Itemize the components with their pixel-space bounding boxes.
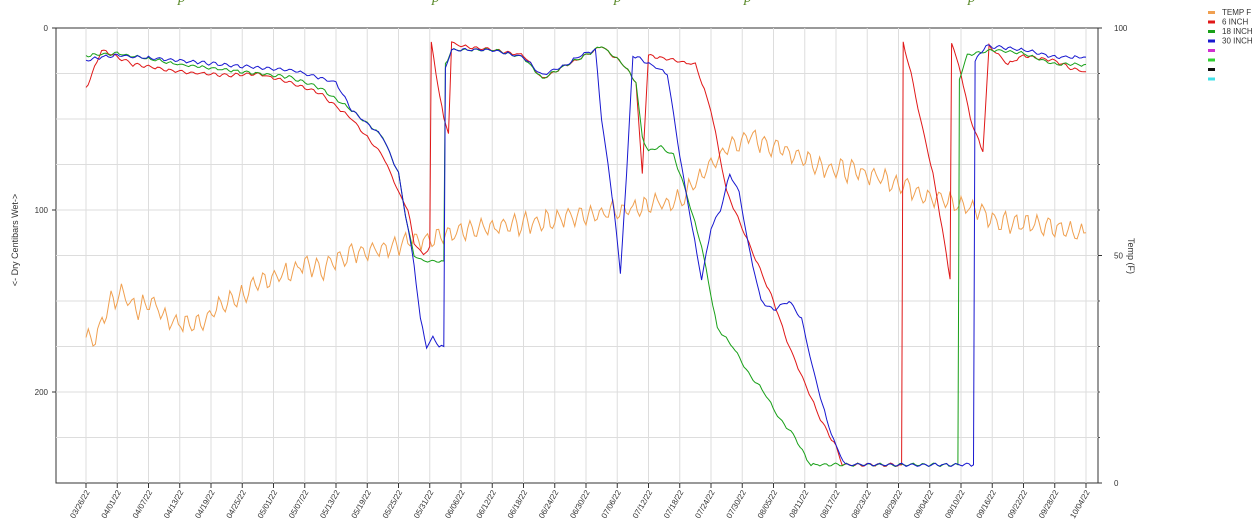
- grid: [56, 28, 1098, 483]
- x-tick-label: 08/17/22: [818, 488, 842, 520]
- x-tick-label: 04/25/22: [225, 488, 249, 520]
- x-tick-label: 04/13/22: [162, 488, 186, 520]
- x-tick-label: 05/25/22: [381, 488, 405, 520]
- x-tick-label: 10/04/22: [1068, 488, 1092, 520]
- svg-text:p: p: [743, 0, 752, 6]
- svg-text:p: p: [613, 0, 622, 6]
- x-tick-label: 09/04/22: [912, 488, 936, 520]
- legend-swatch: [1208, 11, 1215, 14]
- series-line-temp-f: [85, 129, 1087, 347]
- x-tick-label: 08/23/22: [850, 488, 874, 520]
- x-tick-label: 06/24/22: [537, 488, 561, 520]
- y-left-tick-label: 100: [35, 206, 49, 215]
- x-tick-label: 07/12/22: [631, 488, 655, 520]
- y-right-axis-label: Temp (F): [1126, 238, 1136, 274]
- x-tick-label: 07/18/22: [662, 488, 686, 520]
- legend-swatch: [1208, 58, 1215, 62]
- y-right-tick-label: 100: [1114, 24, 1128, 33]
- headline-fragment: p p p p p: [177, 0, 976, 6]
- x-tick-label: 08/29/22: [881, 488, 905, 520]
- x-tick-label: 04/01/22: [100, 488, 124, 520]
- legend-swatch: [1208, 77, 1215, 81]
- y-left-tick-label: 200: [35, 388, 49, 397]
- y-right-tick-label: 50: [1114, 252, 1123, 261]
- y-left-tick-label: 0: [44, 24, 49, 33]
- legend-label: 6 INCH: [1222, 18, 1248, 27]
- y-left-axis-label: <- Dry Centibars Wet->: [10, 194, 20, 286]
- legend-label: TEMP F: [1222, 8, 1251, 17]
- x-tick-label: 05/31/22: [412, 488, 436, 520]
- legend-swatch: [1208, 49, 1215, 52]
- x-tick-label: 06/12/22: [475, 488, 499, 520]
- svg-text:p: p: [967, 0, 976, 6]
- series-line-30-inch: [85, 44, 1087, 467]
- legend-swatch: [1208, 30, 1215, 33]
- x-tick-label: 04/19/22: [193, 488, 217, 520]
- x-tick-label: 09/10/22: [943, 488, 967, 520]
- x-tick-label: 06/18/22: [506, 488, 530, 520]
- x-tick-label: 09/16/22: [975, 488, 999, 520]
- x-tick-label: 08/05/22: [756, 488, 780, 520]
- x-tick-label: 07/06/22: [600, 488, 624, 520]
- x-tick-label: 05/13/22: [318, 488, 342, 520]
- x-tick-label: 07/24/22: [693, 488, 717, 520]
- x-tick-label: 07/30/22: [725, 488, 749, 520]
- x-tick-label: 06/06/22: [443, 488, 467, 520]
- x-tick-label: 03/26/22: [68, 488, 92, 520]
- x-tick-label: 05/01/22: [256, 488, 280, 520]
- x-tick-label: 09/22/22: [1006, 488, 1030, 520]
- svg-text:p: p: [177, 0, 186, 6]
- x-tick-label: 05/19/22: [350, 488, 374, 520]
- legend-swatch: [1208, 39, 1215, 43]
- series-layer: [85, 41, 1087, 468]
- x-tick-label: 09/28/22: [1037, 488, 1061, 520]
- legend-swatch: [1208, 20, 1215, 24]
- x-tick-label: 06/30/22: [568, 488, 592, 520]
- y-right-tick-label: 0: [1114, 479, 1119, 488]
- svg-text:p: p: [431, 0, 440, 6]
- x-tick-label: 05/07/22: [287, 488, 311, 520]
- x-tick-label: 08/11/22: [787, 488, 810, 519]
- legend-swatch: [1208, 68, 1215, 71]
- legend-label: 30 INCH: [1222, 37, 1253, 46]
- x-tick-label: 04/07/22: [131, 488, 155, 520]
- legend-label: 18 INCH: [1222, 27, 1253, 36]
